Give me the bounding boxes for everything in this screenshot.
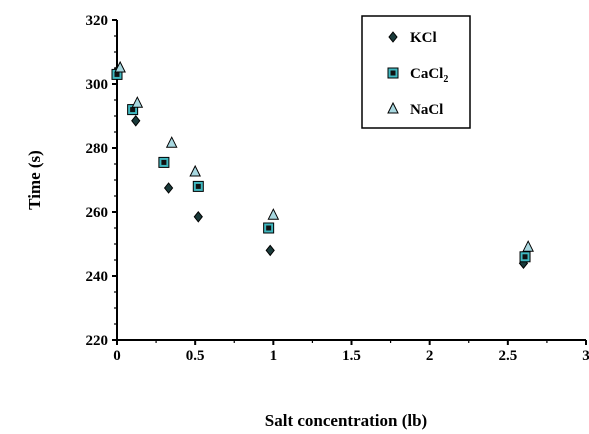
kcl-point (265, 244, 275, 257)
kcl-point (163, 182, 174, 194)
x-tick-label: 0 (113, 348, 121, 364)
legend-label-cacl: CaCl2 (410, 66, 448, 85)
legend-marker-cacl (387, 67, 399, 79)
cacl-point-inner (114, 71, 120, 77)
data-points (111, 60, 534, 270)
x-tick-label: 1.5 (342, 348, 361, 364)
y-tick-label: 300 (86, 77, 109, 93)
cacl-point-inner (130, 107, 136, 113)
y-tick-label: 240 (86, 269, 109, 285)
legend-box (361, 15, 471, 129)
cacl-point-inner (161, 159, 167, 165)
nacl-point (114, 60, 126, 73)
cacl-point (519, 251, 531, 263)
x-axis-label: Salt concentration (lb) (265, 411, 427, 430)
legend-label-kcl: KCl (410, 30, 437, 46)
legend-marker-cacl-inner (390, 70, 396, 76)
cacl-point-inner (522, 254, 528, 260)
x-tick-label: 2 (426, 348, 434, 364)
legend-marker-kcl (388, 31, 398, 43)
kcl-point (131, 114, 141, 127)
cacl-point-inner (195, 183, 201, 189)
cacl-point (192, 180, 204, 192)
nacl-point (165, 136, 178, 148)
x-tick-label: 1 (270, 348, 278, 364)
cacl-point (127, 104, 139, 116)
y-tick-label: 280 (86, 141, 109, 157)
y-tick-label: 220 (86, 333, 109, 349)
y-tick-label: 320 (86, 13, 109, 29)
cacl-point (263, 222, 275, 234)
legend-marker-nacl (387, 101, 399, 114)
kcl-point (193, 210, 203, 223)
axes (116, 20, 586, 341)
nacl-point (131, 96, 144, 108)
nacl-point (522, 240, 534, 252)
legend: KCl CaCl2 NaCl (361, 15, 471, 129)
tick-labels: 220 240 260 280 300 320 0 0.5 1 1.5 2 2.5 3 (86, 13, 589, 364)
y-tick-label: 260 (86, 205, 109, 221)
x-tick-label: 3 (582, 348, 589, 364)
legend-label-nacl: NaCl (410, 102, 443, 118)
nacl-point (189, 164, 201, 177)
x-tick-label: 2.5 (498, 348, 517, 364)
ticks (112, 19, 587, 345)
cacl-point (158, 156, 170, 168)
nacl-point (267, 208, 280, 220)
x-tick-label: 0.5 (186, 348, 205, 364)
y-axis-label: Time (s) (25, 150, 44, 210)
cacl-point-inner (266, 225, 272, 231)
